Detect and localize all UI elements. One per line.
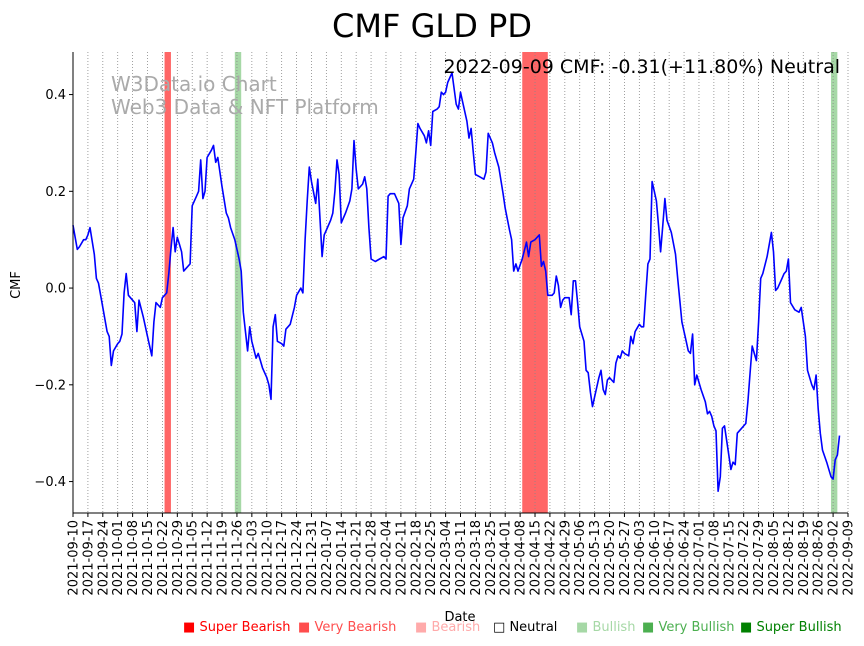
x-tick-label: 2022-03-18: [469, 520, 484, 596]
x-tick-label: 2021-10-08: [126, 520, 141, 596]
band-bullish: [234, 52, 242, 513]
x-tick-label: 2022-03-25: [484, 520, 499, 596]
y-tick-label: 0.2: [45, 185, 66, 200]
x-tick-label: 2022-07-29: [752, 520, 767, 596]
x-tick-label: 2022-08-12: [782, 520, 797, 596]
x-tick-label: 2022-04-22: [543, 520, 558, 596]
legend-label: Super Bullish: [756, 620, 842, 635]
x-tick-label: 2022-08-26: [812, 520, 827, 596]
legend-swatch-icon: ■: [740, 620, 753, 635]
x-tick-label: 2022-01-14: [335, 520, 350, 596]
x-tick-label: 2021-10-29: [171, 520, 186, 596]
cmf-series-line: [72, 72, 841, 493]
x-tick-label: 2022-06-24: [678, 520, 693, 596]
legend-swatch-icon: □: [493, 620, 506, 635]
x-tick-label: 2022-06-10: [648, 520, 663, 596]
x-tick-label: 2022-03-04: [439, 520, 454, 596]
x-tick-label: 2022-02-18: [409, 520, 424, 596]
x-tick-label: 2021-11-26: [230, 520, 245, 596]
signal-legend: ■ Super Bearish ■ Very Bearish ■ Bearish…: [0, 620, 864, 640]
x-tick-label: 2021-11-19: [216, 520, 231, 596]
x-tick-label: 2022-01-28: [365, 520, 380, 596]
legend-label: Super Bearish: [199, 620, 291, 635]
x-tick-label: 2022-05-20: [603, 520, 618, 596]
x-tick-label: 2022-08-05: [767, 520, 782, 596]
x-tick-label: 2022-09-09: [842, 520, 857, 596]
x-tick-label: 2022-02-25: [424, 520, 439, 596]
x-tick-label: 2022-01-21: [350, 520, 365, 596]
x-tick-label: 2022-07-08: [707, 520, 722, 596]
y-tick-label: −0.4: [34, 475, 66, 490]
x-tick-label: 2022-07-15: [722, 520, 737, 596]
y-tick-label: 0.4: [45, 88, 66, 103]
legend-label: Bullish: [592, 620, 636, 635]
x-axis-label: Date: [444, 610, 475, 625]
x-tick-label: 2021-12-03: [245, 520, 260, 596]
x-tick-label: 2022-03-11: [454, 520, 469, 596]
x-tick-label: 2022-02-04: [379, 520, 394, 596]
x-tick-label: 2022-04-08: [514, 520, 529, 596]
x-tick-label: 2021-10-22: [156, 520, 171, 596]
y-axis-ticks: 0.4 0.2 0.0 −0.2 −0.4: [34, 88, 73, 490]
x-axis-ticks: 2021-09-10 2021-09-17 2021-09-24 2021-10-01…: [67, 513, 857, 596]
x-tick-label: 2022-04-29: [558, 520, 573, 596]
legend-label: Very Bearish: [314, 620, 397, 635]
y-axis-label: CMF: [9, 271, 24, 299]
x-tick-label: 2022-05-13: [588, 520, 603, 596]
x-tick-label: 2022-05-27: [618, 520, 633, 596]
x-tick-label: 2022-06-17: [663, 520, 678, 596]
x-tick-label: 2022-02-11: [394, 520, 409, 596]
legend-super-bullish: ■ Super Bullish: [740, 620, 842, 635]
x-tick-label: 2021-12-31: [305, 520, 320, 596]
x-tick-label: 2021-09-24: [96, 520, 111, 596]
x-tick-label: 2021-11-05: [186, 520, 201, 596]
legend-neutral: □ Neutral: [493, 620, 557, 635]
legend-bearish: ■ Bearish: [415, 620, 480, 635]
cmf-line-group: [72, 72, 841, 493]
y-tick-label: 0.0: [45, 282, 66, 297]
x-tick-label: 2022-04-15: [529, 520, 544, 596]
legend-swatch-icon: ■: [415, 620, 428, 635]
legend-super-bearish: ■ Super Bearish: [183, 620, 291, 635]
x-tick-label: 2022-07-01: [692, 520, 707, 596]
weekly-grid: [72, 52, 849, 513]
x-tick-label: 2021-10-01: [111, 520, 126, 596]
legend-very-bullish: ■ Very Bullish: [642, 620, 735, 635]
x-tick-label: 2021-12-24: [290, 520, 305, 596]
x-tick-label: 2022-09-02: [827, 520, 842, 596]
x-tick-label: 2022-05-06: [573, 520, 588, 596]
latest-value-annotation: 2022-09-09 CMF: -0.31(+11.80%) Neutral: [443, 56, 840, 78]
watermark-line-2: Web3 Data & NFT Platform: [111, 95, 379, 119]
legend-swatch-icon: ■: [183, 620, 196, 635]
x-tick-label: 2021-10-15: [141, 520, 156, 596]
legend-bullish: ■ Bullish: [576, 620, 635, 635]
legend-swatch-icon: ■: [298, 620, 311, 635]
x-tick-label: 2021-09-10: [67, 520, 82, 596]
x-tick-label: 2022-06-03: [633, 520, 648, 596]
x-tick-label: 2021-11-12: [201, 520, 216, 596]
legend-very-bearish: ■ Very Bearish: [298, 620, 396, 635]
legend-label: Very Bullish: [658, 620, 735, 635]
x-tick-label: 2022-07-22: [737, 520, 752, 596]
x-tick-label: 2022-01-07: [320, 520, 335, 596]
y-tick-label: −0.2: [34, 378, 66, 393]
legend-swatch-icon: ■: [576, 620, 589, 635]
x-tick-label: 2021-12-17: [275, 520, 290, 596]
chart-title: CMF GLD PD: [332, 7, 532, 45]
x-tick-label: 2021-09-17: [81, 520, 96, 596]
legend-label: Neutral: [509, 620, 558, 635]
x-tick-label: 2022-04-01: [499, 520, 514, 596]
x-tick-label: 2021-12-10: [260, 520, 275, 596]
band-bullish: [830, 52, 838, 513]
watermark-line-1: W3Data.io Chart: [111, 72, 277, 96]
x-tick-label: 2022-08-19: [797, 520, 812, 596]
legend-label: Bearish: [431, 620, 481, 635]
legend-swatch-icon: ■: [642, 620, 655, 635]
